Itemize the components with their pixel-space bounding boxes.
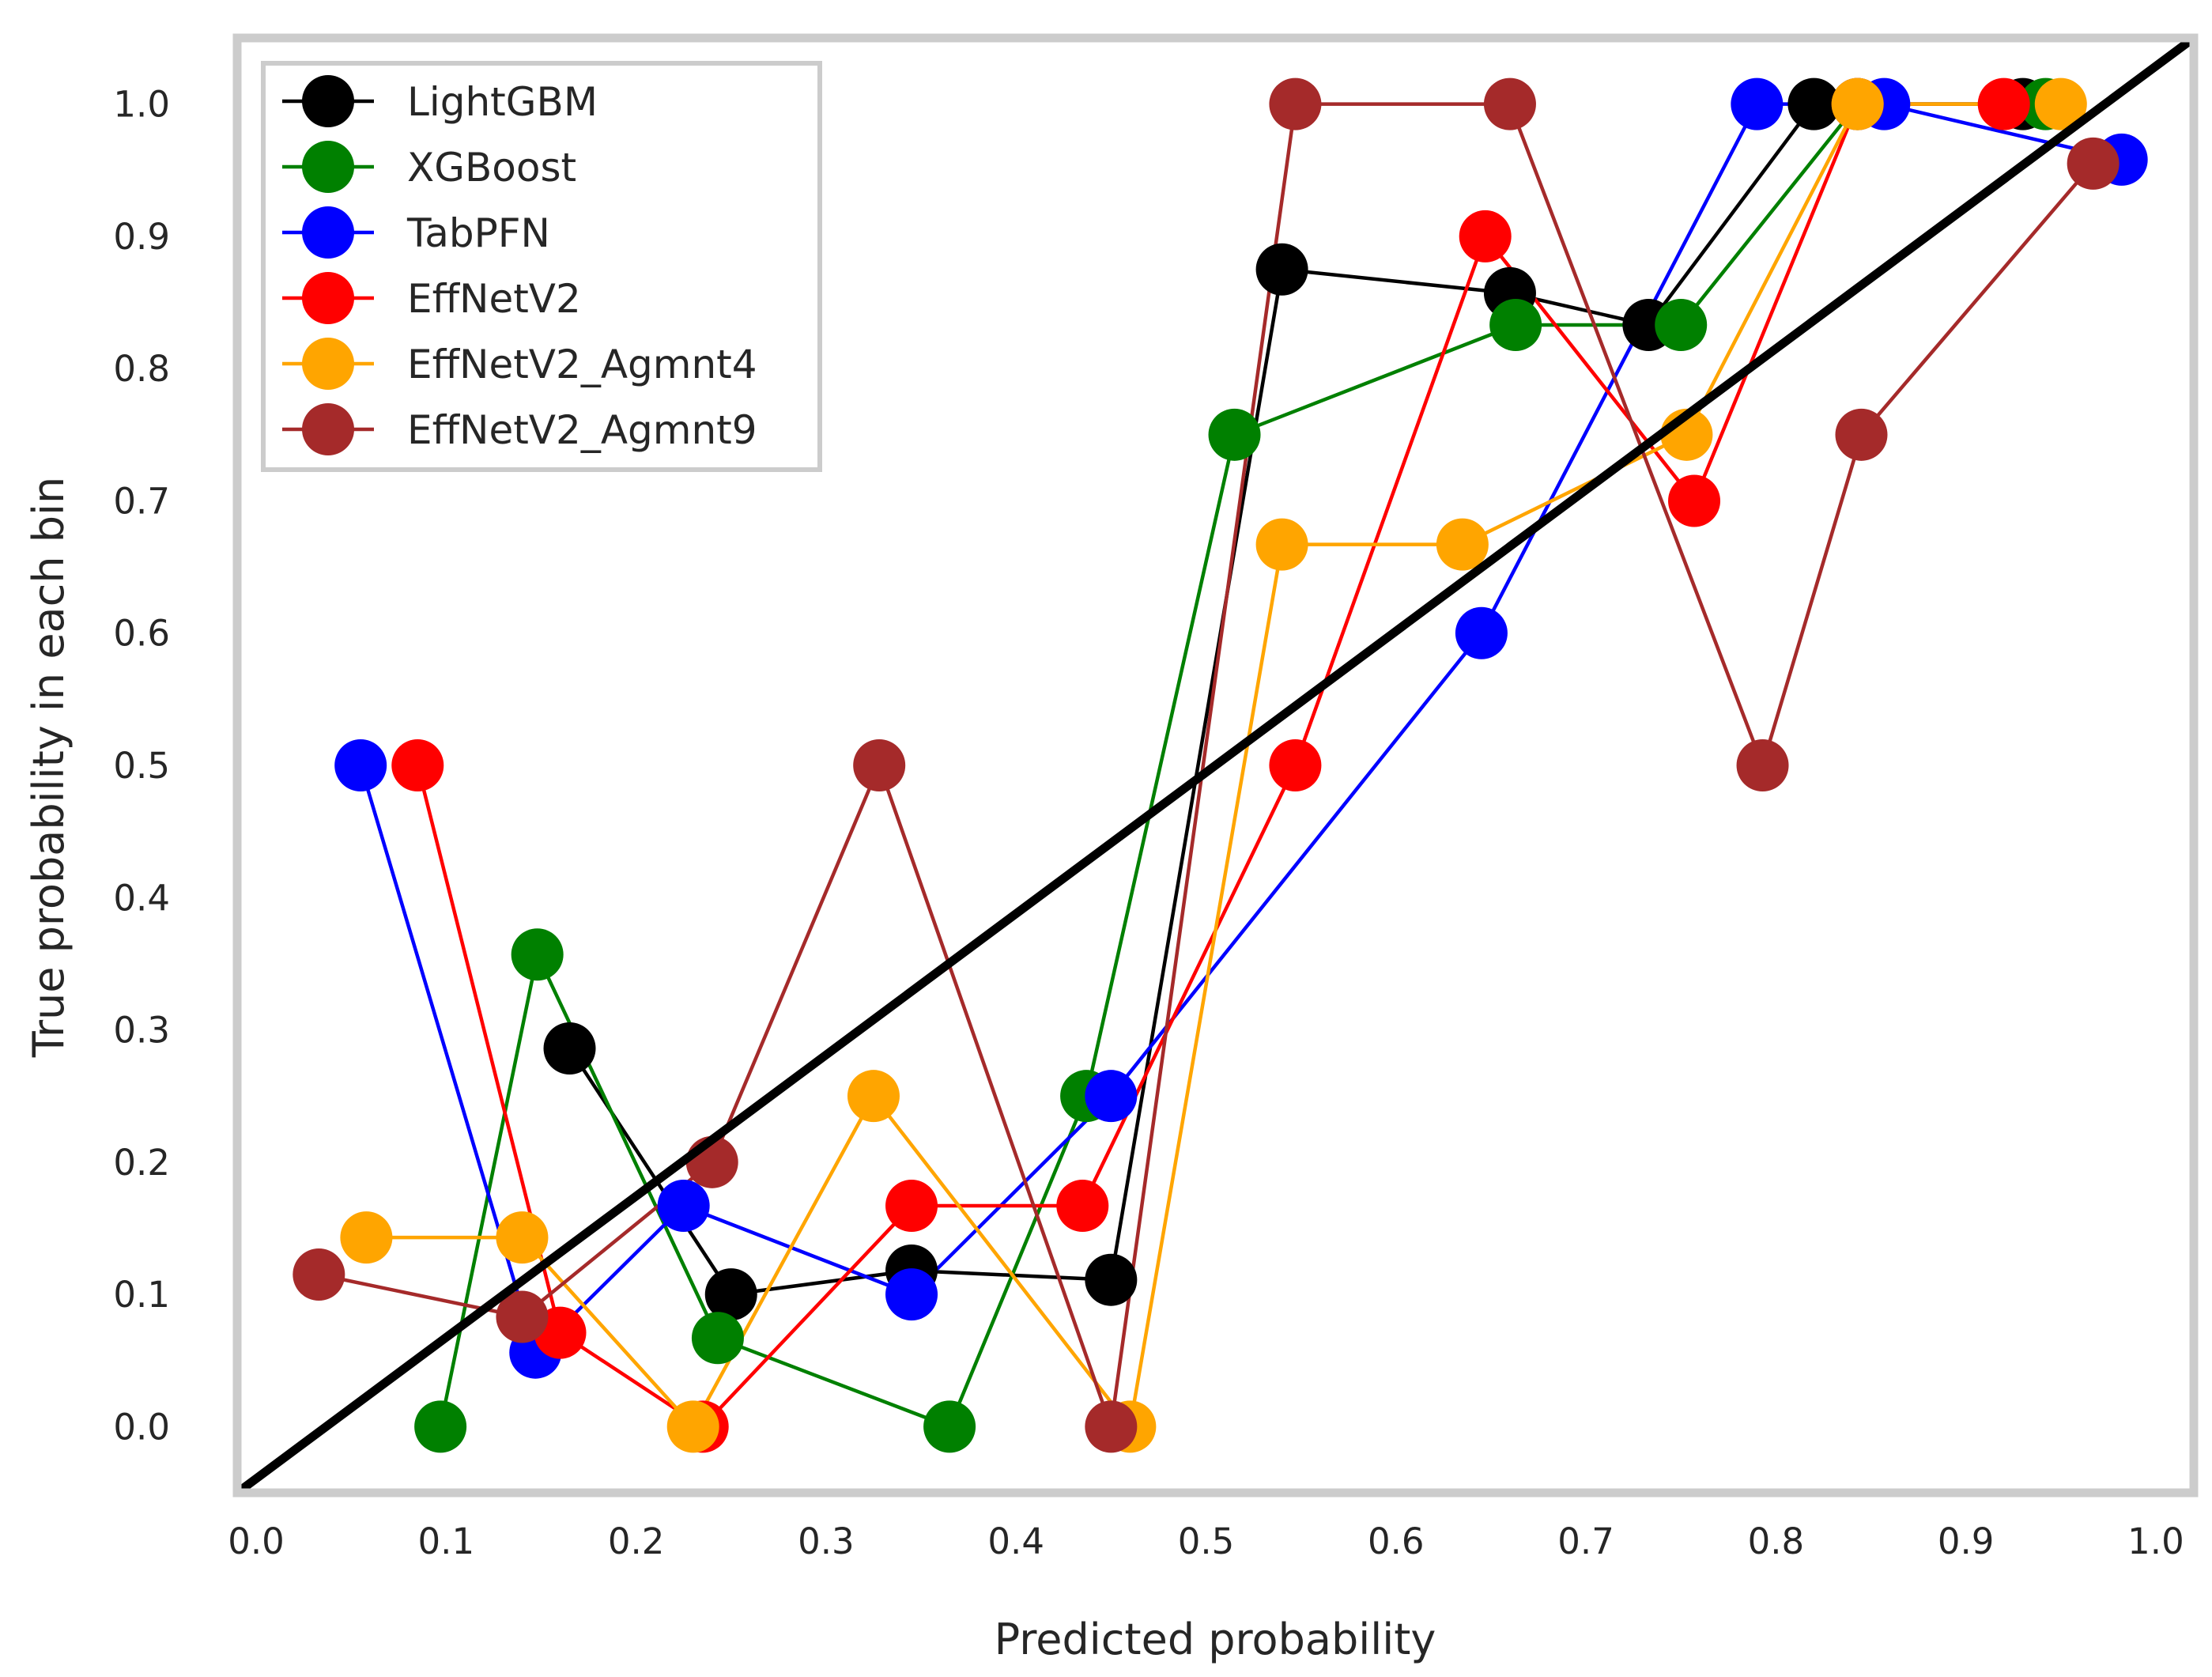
y-tick-label-6: 0.6 — [113, 613, 170, 655]
data-point-tabpfn-4 — [1085, 1070, 1138, 1123]
data-point-effnetv2-9 — [1977, 77, 2030, 130]
data-point-effnetv2-agmnt4-0 — [340, 1211, 393, 1264]
x-tick-label-7: 0.7 — [1557, 1520, 1614, 1562]
legend-entry-xgboost: XGBoost — [282, 141, 576, 193]
data-point-xgboost-2 — [691, 1312, 744, 1365]
data-point-effnetv2-agmnt4-6 — [1436, 518, 1489, 571]
data-point-effnetv2-7 — [1668, 474, 1721, 527]
legend-label-effnetv2-agmnt4: EffNetV2_Agmnt4 — [407, 342, 757, 387]
data-point-effnetv2-agmnt4-1 — [496, 1211, 549, 1264]
data-point-effnetv2-agmnt4-8 — [1831, 77, 1884, 130]
data-point-xgboost-0 — [414, 1400, 467, 1453]
perfect-calibration-line — [237, 38, 2194, 1493]
data-point-xgboost-1 — [511, 928, 564, 981]
data-point-effnetv2-agmnt9-8 — [1835, 408, 1888, 461]
data-point-effnetv2-4 — [1056, 1180, 1109, 1233]
y-tick-label-1: 0.1 — [113, 1274, 170, 1316]
data-point-lightgbm-3 — [1085, 1253, 1138, 1306]
series-line-effnetv2 — [416, 102, 2004, 1429]
x-tick-label-4: 0.4 — [987, 1520, 1044, 1562]
series-line-effnetv2-agmnt9 — [318, 102, 2095, 1429]
x-tick-label-5: 0.5 — [1178, 1520, 1235, 1562]
legend-entry-lightgbm: LightGBM — [282, 75, 598, 127]
legend-entry-effnetv2-agmnt9: EffNetV2_Agmnt9 — [282, 403, 757, 455]
data-point-effnetv2-agmnt4-2 — [666, 1400, 719, 1453]
x-tick-label-2: 0.2 — [608, 1520, 665, 1562]
series-line-xgboost — [438, 102, 2046, 1429]
legend-marker-effnetv2-agmnt4 — [302, 338, 354, 390]
series-layer — [293, 77, 2148, 1453]
legend-entry-tabpfn: TabPFN — [282, 206, 550, 259]
data-point-effnetv2-agmnt9-3 — [853, 739, 906, 791]
legend-marker-xgboost — [302, 141, 354, 193]
data-point-lightgbm-4 — [1255, 243, 1308, 296]
data-point-lightgbm-7 — [1787, 77, 1840, 130]
data-point-effnetv2-agmnt4-3 — [847, 1070, 900, 1123]
legend-label-xgboost: XGBoost — [407, 145, 576, 191]
legend-label-effnetv2: EffNetV2 — [407, 276, 581, 322]
data-point-effnetv2-0 — [391, 739, 444, 791]
y-axis-label: True probability in each bin — [24, 477, 74, 1058]
legend-marker-effnetv2 — [302, 272, 354, 324]
data-point-tabpfn-5 — [1455, 606, 1508, 659]
legend-marker-tabpfn — [302, 206, 354, 259]
data-point-effnetv2-3 — [885, 1180, 938, 1233]
series-line-effnetv2-agmnt4 — [366, 102, 2061, 1429]
data-point-effnetv2-agmnt9-4 — [1085, 1400, 1138, 1453]
data-point-xgboost-3 — [923, 1400, 976, 1453]
legend-label-effnetv2-agmnt9: EffNetV2_Agmnt9 — [407, 407, 757, 453]
y-tick-label-8: 0.8 — [113, 348, 170, 390]
legend-box — [261, 61, 822, 472]
data-point-effnetv2-agmnt9-9 — [2067, 137, 2120, 190]
data-point-tabpfn-6 — [1731, 77, 1784, 130]
y-tick-label-2: 0.2 — [113, 1142, 170, 1184]
legend-entry-effnetv2-agmnt4: EffNetV2_Agmnt4 — [282, 338, 757, 390]
y-tick-label-3: 0.3 — [113, 1010, 170, 1052]
y-tick-label-5: 0.5 — [113, 745, 170, 787]
data-point-effnetv2-agmnt4-5 — [1255, 518, 1308, 571]
data-point-effnetv2-agmnt9-0 — [293, 1248, 345, 1301]
legend-entry-effnetv2: EffNetV2 — [282, 272, 581, 324]
y-tick-label-4: 0.4 — [113, 877, 170, 919]
x-tick-label-6: 0.6 — [1368, 1520, 1425, 1562]
x-tick-label-0: 0.0 — [228, 1520, 285, 1562]
x-tick-label-3: 0.3 — [798, 1520, 855, 1562]
x-tick-label-9: 0.9 — [1938, 1520, 1995, 1562]
data-point-effnetv2-agmnt9-6 — [1483, 77, 1536, 130]
data-point-lightgbm-1 — [704, 1268, 757, 1321]
legend-label-lightgbm: LightGBM — [407, 79, 598, 125]
y-tick-labels: 0.0 0.1 0.2 0.3 0.4 0.5 0.6 0.7 0.8 0.9 … — [113, 84, 170, 1448]
legend-marker-effnetv2-agmnt9 — [302, 403, 354, 455]
data-point-effnetv2-agmnt9-7 — [1736, 739, 1789, 791]
data-point-xgboost-6 — [1489, 298, 1542, 351]
data-point-tabpfn-3 — [885, 1268, 938, 1321]
legend: LightGBM XGBoost TabPFN EffNetV2 EffNetV… — [261, 61, 822, 472]
data-point-effnetv2-agmnt9-5 — [1269, 77, 1322, 130]
x-tick-label-10: 1.0 — [2127, 1520, 2184, 1562]
x-tick-label-8: 0.8 — [1748, 1520, 1805, 1562]
y-tick-label-0: 0.0 — [113, 1406, 170, 1448]
data-point-lightgbm-0 — [543, 1022, 596, 1075]
data-point-xgboost-5 — [1208, 408, 1261, 461]
data-point-effnetv2-5 — [1269, 739, 1322, 791]
series-markers — [293, 77, 2148, 1453]
data-point-xgboost-7 — [1655, 298, 1708, 351]
x-tick-label-1: 0.1 — [418, 1520, 475, 1562]
x-tick-labels: 0.0 0.1 0.2 0.3 0.4 0.5 0.6 0.7 0.8 0.9 … — [228, 1520, 2184, 1562]
data-point-tabpfn-2 — [657, 1180, 710, 1233]
legend-marker-lightgbm — [302, 75, 354, 127]
data-point-effnetv2-6 — [1459, 210, 1512, 263]
legend-label-tabpfn: TabPFN — [406, 210, 550, 256]
data-point-effnetv2-agmnt9-1 — [496, 1290, 549, 1343]
y-tick-label-10: 1.0 — [113, 84, 170, 126]
x-axis-label: Predicted probability — [995, 1615, 1436, 1664]
y-tick-label-9: 0.9 — [113, 216, 170, 258]
data-point-tabpfn-0 — [334, 739, 387, 791]
y-tick-label-7: 0.7 — [113, 480, 170, 522]
data-point-effnetv2-agmnt4-9 — [2034, 77, 2087, 130]
plot-frame — [232, 33, 2199, 1498]
